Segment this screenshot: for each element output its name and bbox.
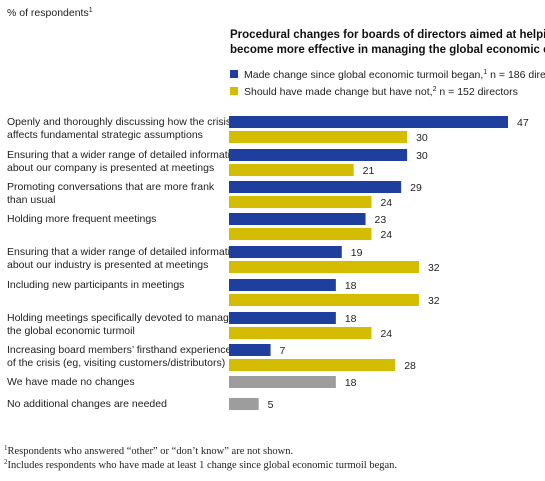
plot-area: Openly and thoroughly discussing how the… bbox=[7, 116, 529, 411]
bar-no-change bbox=[229, 376, 336, 388]
units-sup: 1 bbox=[89, 7, 93, 14]
value-label: 19 bbox=[351, 247, 363, 259]
bar-no-change bbox=[229, 398, 259, 410]
legend-label-should: Should have made change but have not,2 n… bbox=[244, 86, 518, 98]
value-label: 28 bbox=[404, 360, 416, 372]
bar-made-change bbox=[229, 279, 336, 291]
category-label: Holding meetings specifically devoted to… bbox=[7, 312, 243, 337]
value-label: 21 bbox=[363, 165, 375, 177]
bar-made-change bbox=[229, 246, 342, 258]
value-label: 5 bbox=[268, 399, 274, 411]
category-label: Increasing board members’ firsthand expe… bbox=[7, 344, 231, 369]
bar-should-change bbox=[229, 359, 396, 371]
chart-title-line2: become more effective in managing the gl… bbox=[230, 44, 545, 56]
legend: Made change since global economic turmoi… bbox=[230, 69, 545, 98]
category-label: Including new participants in meetings bbox=[7, 279, 184, 291]
value-label: 32 bbox=[428, 295, 440, 307]
value-label: 29 bbox=[410, 182, 422, 194]
bar-should-change bbox=[229, 196, 372, 208]
value-label: 47 bbox=[517, 117, 529, 129]
value-label: 30 bbox=[416, 150, 428, 162]
bar-should-change bbox=[229, 131, 408, 143]
bar-made-change bbox=[229, 213, 366, 225]
value-label: 30 bbox=[416, 132, 428, 144]
category-label: Holding more frequent meetings bbox=[7, 213, 156, 225]
footnote-1: 1Respondents who answered “other” or “do… bbox=[4, 444, 293, 457]
bar-should-change bbox=[229, 228, 372, 240]
value-label: 18 bbox=[345, 280, 357, 292]
units-label: % of respondents1 bbox=[7, 7, 93, 19]
chart-title-line1: Procedural changes for boards of directo… bbox=[230, 29, 545, 41]
bar-should-change bbox=[229, 294, 419, 306]
value-label: 18 bbox=[345, 313, 357, 325]
value-label: 32 bbox=[428, 262, 440, 274]
category-label: Ensuring that a wider range of detailed … bbox=[7, 246, 242, 271]
bar-should-change bbox=[229, 327, 372, 339]
footnote-2: 2Includes respondents who have made at l… bbox=[4, 458, 397, 471]
bar-should-change bbox=[229, 164, 354, 176]
bar-should-change bbox=[229, 261, 419, 273]
category-label: Openly and thoroughly discussing how the… bbox=[7, 116, 231, 141]
value-label: 24 bbox=[380, 229, 392, 241]
value-label: 24 bbox=[380, 328, 392, 340]
category-label: No additional changes are needed bbox=[7, 398, 167, 410]
value-label: 7 bbox=[280, 345, 286, 357]
value-label: 18 bbox=[345, 377, 357, 389]
bar-made-change bbox=[229, 344, 271, 356]
legend-label-made: Made change since global economic turmoi… bbox=[244, 69, 545, 81]
legend-swatch-made bbox=[230, 70, 238, 78]
bar-made-change bbox=[229, 312, 336, 324]
category-label: We have made no changes bbox=[7, 376, 135, 388]
bar-made-change bbox=[229, 149, 408, 161]
bar-made-change bbox=[229, 181, 402, 193]
legend-swatch-should bbox=[230, 87, 238, 95]
category-label: Ensuring that a wider range of detailed … bbox=[7, 149, 242, 174]
value-label: 24 bbox=[380, 197, 392, 209]
category-label: Promoting conversations that are more fr… bbox=[7, 181, 215, 206]
bar-made-change bbox=[229, 116, 508, 128]
value-label: 23 bbox=[375, 214, 387, 226]
